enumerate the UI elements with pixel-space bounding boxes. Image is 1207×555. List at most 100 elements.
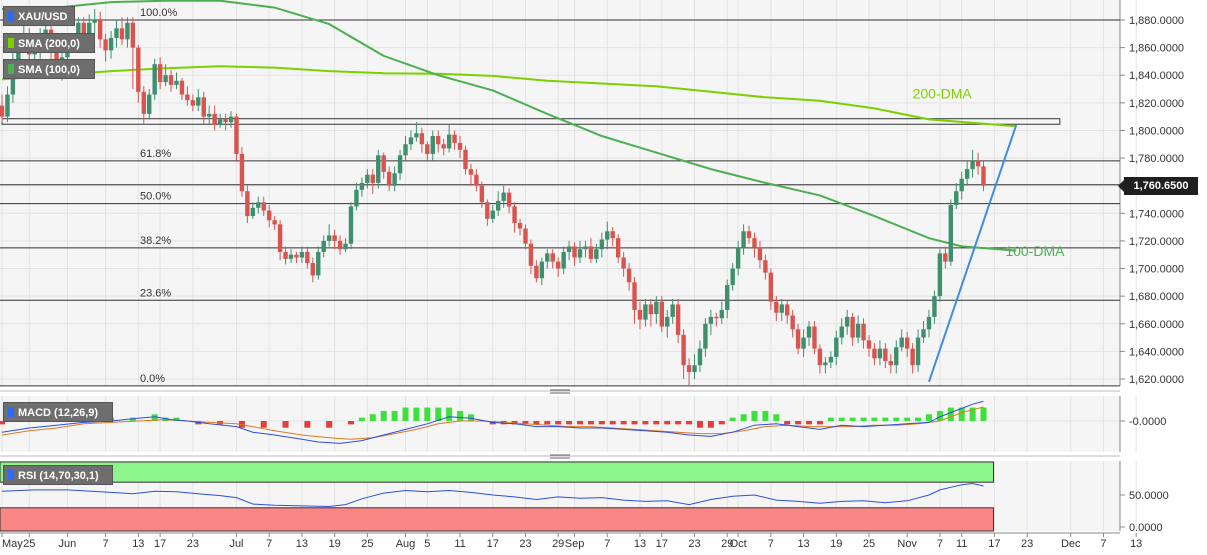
support-trendline <box>928 124 1018 383</box>
macd-histogram-bar-negative <box>707 421 714 428</box>
price-y-tick-label: 1,700.0000 <box>1129 264 1184 276</box>
macd-histogram-bar-negative <box>696 421 703 428</box>
macd-histogram-bar-negative <box>260 421 267 428</box>
sma-100-label: SMA (100,0) <box>18 64 80 76</box>
candle-up <box>288 254 294 259</box>
candle-down <box>386 171 392 186</box>
candle-up <box>594 249 599 259</box>
symbol-label: XAU/USD <box>18 11 68 23</box>
candle-up <box>217 119 223 125</box>
macd-histogram-bar-negative <box>566 421 573 425</box>
macd-histogram-bar-positive <box>925 414 932 421</box>
candle-down <box>234 116 239 154</box>
candle-up <box>5 94 10 117</box>
macd-histogram-bar-positive <box>882 417 889 421</box>
x-tick-label: 29 <box>721 538 733 550</box>
candle-down <box>517 222 523 229</box>
candle-up <box>834 337 839 357</box>
candle-down <box>752 238 757 248</box>
macd-histogram-bar-negative <box>577 421 583 425</box>
candle-down <box>136 47 141 92</box>
macd-histogram-bar-positive <box>740 414 747 421</box>
candle-down <box>615 238 621 258</box>
symbol-color-swatch <box>8 11 14 21</box>
candle-down <box>81 22 86 34</box>
legend-symbol[interactable]: XAU/USD <box>3 6 75 26</box>
candle-down <box>785 304 790 316</box>
x-tick-label: 7 <box>604 538 610 550</box>
legend-rsi[interactable]: RSI (14,70,30,1) <box>3 465 113 485</box>
legend-macd[interactable]: MACD (12,26,9) <box>3 402 113 422</box>
candle-up <box>725 285 730 310</box>
candle-up <box>250 207 256 217</box>
candle-down <box>866 340 872 349</box>
candle-up <box>496 200 501 211</box>
candle-down <box>441 144 446 149</box>
candle-down <box>294 254 299 258</box>
macd-histogram-bar-positive <box>380 410 387 421</box>
macd-histogram-bar-positive <box>947 407 954 421</box>
candle-down <box>485 202 490 219</box>
candle-down <box>883 348 888 362</box>
candle-up <box>446 134 452 149</box>
candle-up <box>397 155 403 174</box>
rsi-y-tick-label: 50.0000 <box>1129 490 1169 502</box>
x-tick-label: 17 <box>487 538 499 550</box>
sma-100-color-swatch <box>8 64 14 74</box>
rsi-y-tick-label: 0.0000 <box>1129 522 1163 534</box>
candle-down <box>850 316 855 338</box>
candle-up <box>490 210 495 219</box>
x-tick-label: 7 <box>1100 538 1106 550</box>
macd-histogram-bar-negative <box>620 421 627 425</box>
rsi-oversold-zone <box>0 507 995 532</box>
x-tick-label: 7 <box>937 538 943 550</box>
x-tick-label: Jun <box>59 538 77 550</box>
candle-down <box>201 97 206 117</box>
candle-down <box>534 265 539 279</box>
candle-down <box>981 166 986 186</box>
macd-histogram-bar-positive <box>358 417 365 421</box>
candle-down <box>686 365 692 373</box>
candle-down <box>746 231 752 239</box>
candle-up <box>703 323 708 349</box>
candle-up <box>665 316 670 327</box>
legend-sma-100[interactable]: SMA (100,0) <box>3 59 95 79</box>
macd-histogram-bar-positive <box>129 417 136 421</box>
macd-histogram-bar-positive <box>936 410 943 421</box>
candle-down <box>910 348 915 366</box>
candle-down <box>714 316 719 319</box>
x-tick-label: 7 <box>266 538 272 550</box>
candle-up <box>343 243 348 250</box>
candle-up <box>577 249 583 258</box>
fib-level-label: 23.6% <box>140 287 171 299</box>
candle-up <box>414 133 419 138</box>
fib-level-label: 100.0% <box>140 7 178 19</box>
macd-histogram-bar-positive <box>151 414 158 421</box>
candle-down <box>245 191 250 217</box>
candle-up <box>408 137 414 145</box>
price-y-tick-label: 1,880.0000 <box>1129 15 1184 27</box>
legend-sma-200[interactable]: SMA (200,0) <box>3 33 95 53</box>
candle-down <box>872 348 877 359</box>
candle-down <box>506 192 512 207</box>
x-tick-label: 5 <box>424 538 430 550</box>
candle-up <box>326 235 332 241</box>
x-tick-label: 19 <box>830 538 842 550</box>
candle-up <box>839 326 844 338</box>
candle-up <box>823 362 828 366</box>
price-y-tick-label: 1,620.0000 <box>1129 374 1184 386</box>
candle-up <box>877 348 883 359</box>
candle-up <box>643 304 648 320</box>
macd-histogram-bar-negative <box>816 421 823 425</box>
price-y-tick-label: 1,680.0000 <box>1129 291 1184 303</box>
macd-histogram-bar-negative <box>326 421 333 428</box>
candle-up <box>545 253 550 262</box>
candle-down <box>861 323 866 341</box>
macd-histogram-bar-positive <box>762 410 769 421</box>
candle-up <box>806 326 812 338</box>
macd-color-swatch <box>8 407 14 417</box>
candle-up <box>163 75 168 83</box>
candle-up <box>114 28 119 38</box>
macd-histogram-bar-positive <box>904 417 911 421</box>
candle-down <box>436 135 441 145</box>
